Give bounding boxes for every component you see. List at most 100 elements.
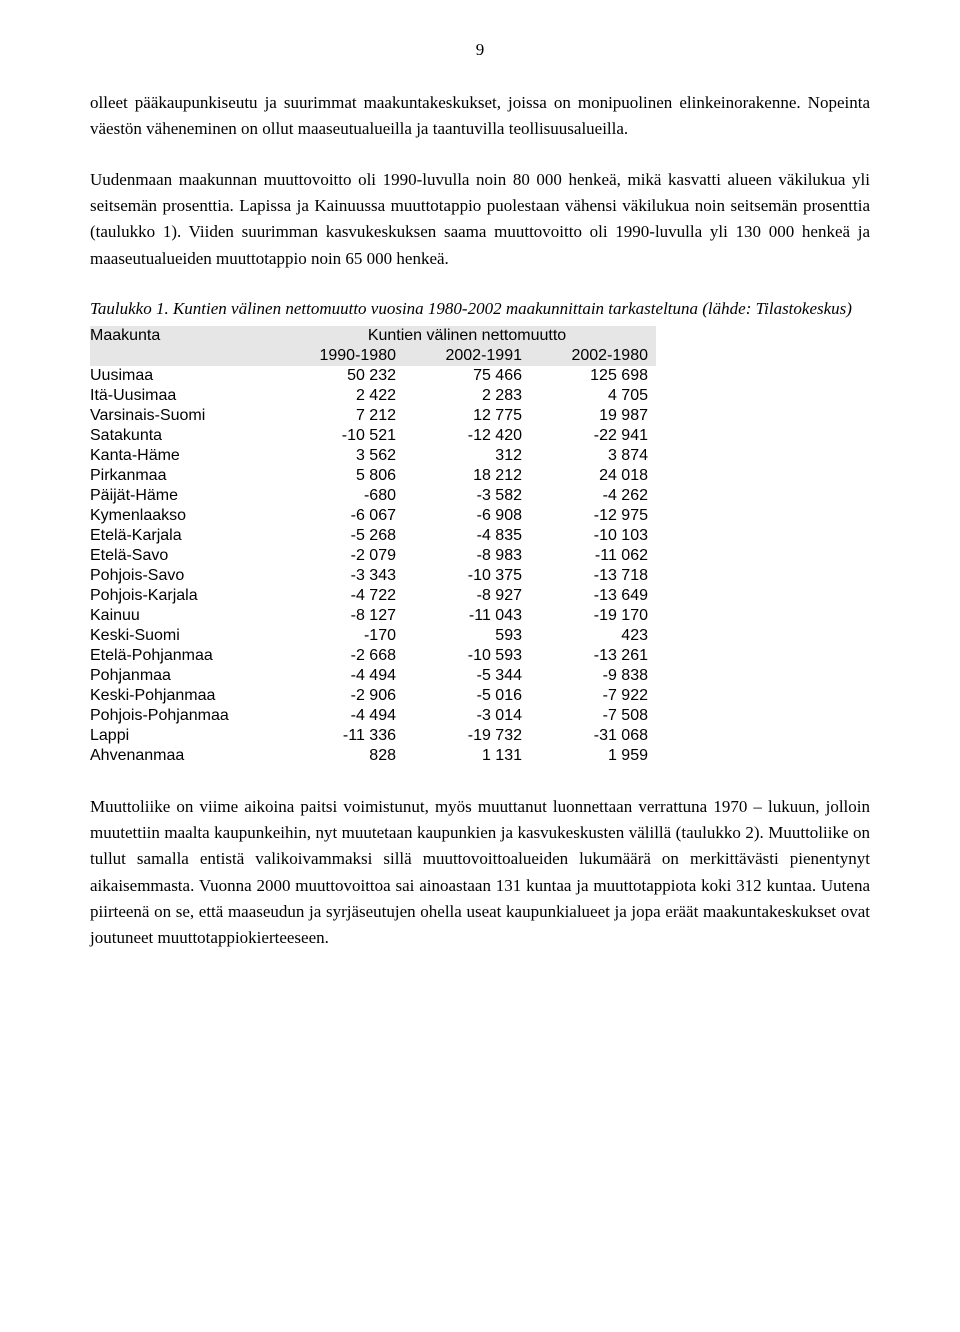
- table-subheader-row: 1990-1980 2002-1991 2002-1980: [90, 346, 656, 366]
- row-value: -5 344: [404, 666, 530, 686]
- row-value: -2 906: [278, 686, 404, 706]
- table-row: Itä-Uusimaa2 4222 2834 705: [90, 386, 656, 406]
- row-value: 423: [530, 626, 656, 646]
- row-value: 4 705: [530, 386, 656, 406]
- row-value: -4 722: [278, 586, 404, 606]
- table-row: Pohjois-Karjala-4 722-8 927-13 649: [90, 586, 656, 606]
- row-value: -2 079: [278, 546, 404, 566]
- row-value: -6 908: [404, 506, 530, 526]
- table-row: Pohjois-Savo-3 343-10 375-13 718: [90, 566, 656, 586]
- row-value: -9 838: [530, 666, 656, 686]
- row-value: 2 283: [404, 386, 530, 406]
- row-label: Kainuu: [90, 606, 278, 626]
- table-row: Pirkanmaa5 80618 21224 018: [90, 466, 656, 486]
- row-value: 1 959: [530, 746, 656, 766]
- row-value: 3 562: [278, 446, 404, 466]
- row-value: -22 941: [530, 426, 656, 446]
- row-value: -11 062: [530, 546, 656, 566]
- row-value: 50 232: [278, 366, 404, 386]
- row-label: Keski-Suomi: [90, 626, 278, 646]
- row-label: Uusimaa: [90, 366, 278, 386]
- row-label: Kanta-Häme: [90, 446, 278, 466]
- row-value: 24 018: [530, 466, 656, 486]
- row-value: -13 718: [530, 566, 656, 586]
- row-value: 3 874: [530, 446, 656, 466]
- row-value: -11 336: [278, 726, 404, 746]
- row-label: Pohjois-Pohjanmaa: [90, 706, 278, 726]
- row-value: -4 835: [404, 526, 530, 546]
- paragraph-1: olleet pääkaupunkiseutu ja suurimmat maa…: [90, 90, 870, 143]
- table-row: Etelä-Savo-2 079-8 983-11 062: [90, 546, 656, 566]
- row-value: -13 261: [530, 646, 656, 666]
- row-value: 125 698: [530, 366, 656, 386]
- page-content: 9 olleet pääkaupunkiseutu ja suurimmat m…: [0, 0, 960, 1016]
- row-value: -10 103: [530, 526, 656, 546]
- row-value: -8 127: [278, 606, 404, 626]
- row-value: -19 170: [530, 606, 656, 626]
- table-row: Ahvenanmaa8281 1311 959: [90, 746, 656, 766]
- row-value: -8 927: [404, 586, 530, 606]
- row-value: 5 806: [278, 466, 404, 486]
- table-row: Päijät-Häme-680-3 582-4 262: [90, 486, 656, 506]
- table-row: Satakunta-10 521-12 420-22 941: [90, 426, 656, 446]
- row-label: Etelä-Savo: [90, 546, 278, 566]
- row-value: -680: [278, 486, 404, 506]
- paragraph-2: Uudenmaan maakunnan muuttovoitto oli 199…: [90, 167, 870, 272]
- row-value: -7 508: [530, 706, 656, 726]
- row-value: -19 732: [404, 726, 530, 746]
- subheader-col3: 2002-1980: [530, 346, 656, 366]
- row-value: 593: [404, 626, 530, 646]
- table-row: Pohjanmaa-4 494-5 344-9 838: [90, 666, 656, 686]
- row-label: Päijät-Häme: [90, 486, 278, 506]
- row-value: -170: [278, 626, 404, 646]
- header-nettomuutto: Kuntien välinen nettomuutto: [278, 326, 656, 346]
- row-value: 12 775: [404, 406, 530, 426]
- row-value: -4 494: [278, 706, 404, 726]
- page-number: 9: [90, 40, 870, 60]
- row-value: -4 494: [278, 666, 404, 686]
- table-row: Pohjois-Pohjanmaa-4 494-3 014-7 508: [90, 706, 656, 726]
- row-value: -10 593: [404, 646, 530, 666]
- table-row: Keski-Pohjanmaa-2 906-5 016-7 922: [90, 686, 656, 706]
- row-label: Etelä-Karjala: [90, 526, 278, 546]
- row-value: -12 420: [404, 426, 530, 446]
- row-value: -31 068: [530, 726, 656, 746]
- table-row: Kanta-Häme3 5623123 874: [90, 446, 656, 466]
- row-value: 19 987: [530, 406, 656, 426]
- paragraph-3: Muuttoliike on viime aikoina paitsi voim…: [90, 794, 870, 952]
- table-row: Kymenlaakso-6 067-6 908-12 975: [90, 506, 656, 526]
- row-label: Pohjois-Savo: [90, 566, 278, 586]
- table-row: Etelä-Karjala-5 268-4 835-10 103: [90, 526, 656, 546]
- row-value: -3 343: [278, 566, 404, 586]
- table-row: Uusimaa50 23275 466125 698: [90, 366, 656, 386]
- subheader-blank: [90, 346, 278, 366]
- row-value: -4 262: [530, 486, 656, 506]
- row-value: -12 975: [530, 506, 656, 526]
- header-maakunta: Maakunta: [90, 326, 278, 346]
- row-value: 1 131: [404, 746, 530, 766]
- row-value: -5 268: [278, 526, 404, 546]
- row-value: -8 983: [404, 546, 530, 566]
- table-row: Lappi-11 336-19 732-31 068: [90, 726, 656, 746]
- row-value: 18 212: [404, 466, 530, 486]
- subheader-col2: 2002-1991: [404, 346, 530, 366]
- table-row: Varsinais-Suomi7 21212 77519 987: [90, 406, 656, 426]
- row-label: Etelä-Pohjanmaa: [90, 646, 278, 666]
- row-value: 828: [278, 746, 404, 766]
- row-label: Satakunta: [90, 426, 278, 446]
- row-label: Itä-Uusimaa: [90, 386, 278, 406]
- row-value: -10 521: [278, 426, 404, 446]
- row-value: -11 043: [404, 606, 530, 626]
- table-row: Etelä-Pohjanmaa-2 668-10 593-13 261: [90, 646, 656, 666]
- row-label: Lappi: [90, 726, 278, 746]
- row-value: 2 422: [278, 386, 404, 406]
- subheader-col1: 1990-1980: [278, 346, 404, 366]
- row-value: -10 375: [404, 566, 530, 586]
- row-value: -7 922: [530, 686, 656, 706]
- row-label: Pirkanmaa: [90, 466, 278, 486]
- table-header-row: Maakunta Kuntien välinen nettomuutto: [90, 326, 656, 346]
- row-label: Ahvenanmaa: [90, 746, 278, 766]
- nettomuutto-table: Maakunta Kuntien välinen nettomuutto 199…: [90, 326, 656, 766]
- row-value: 312: [404, 446, 530, 466]
- row-value: 75 466: [404, 366, 530, 386]
